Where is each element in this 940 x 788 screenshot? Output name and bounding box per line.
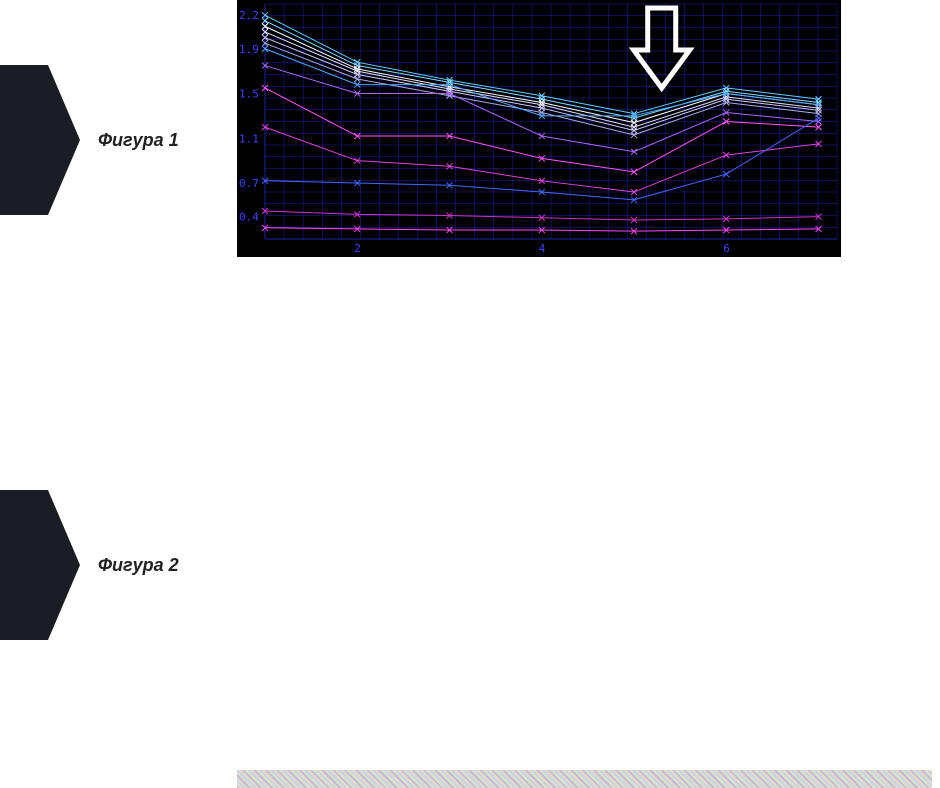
- svg-text:4: 4: [539, 242, 546, 255]
- hex-marker-icon: [0, 65, 80, 215]
- decorative-noise-strip: [237, 770, 932, 788]
- svg-text:0.4: 0.4: [239, 211, 259, 224]
- svg-text:2.2: 2.2: [239, 9, 259, 22]
- figure-label-2: Фигура 2: [0, 490, 179, 640]
- figure2-caption: Фигура 2: [98, 555, 179, 576]
- svg-text:1.1: 1.1: [239, 132, 259, 145]
- figure2-heatmap: [237, 370, 932, 748]
- svg-text:0.7: 0.7: [239, 177, 259, 190]
- figure1-linechart: 0.4 0.7 1.1 1.5 1.9 2.2 2 4 6: [237, 0, 841, 257]
- hex-marker-icon: [0, 490, 80, 640]
- svg-text:2: 2: [354, 242, 361, 255]
- svg-text:6: 6: [723, 242, 730, 255]
- svg-text:1.5: 1.5: [239, 88, 259, 101]
- svg-text:1.9: 1.9: [239, 43, 259, 56]
- figure1-caption: Фигура 1: [98, 130, 179, 151]
- figure-label-1: Фигура 1: [0, 65, 179, 215]
